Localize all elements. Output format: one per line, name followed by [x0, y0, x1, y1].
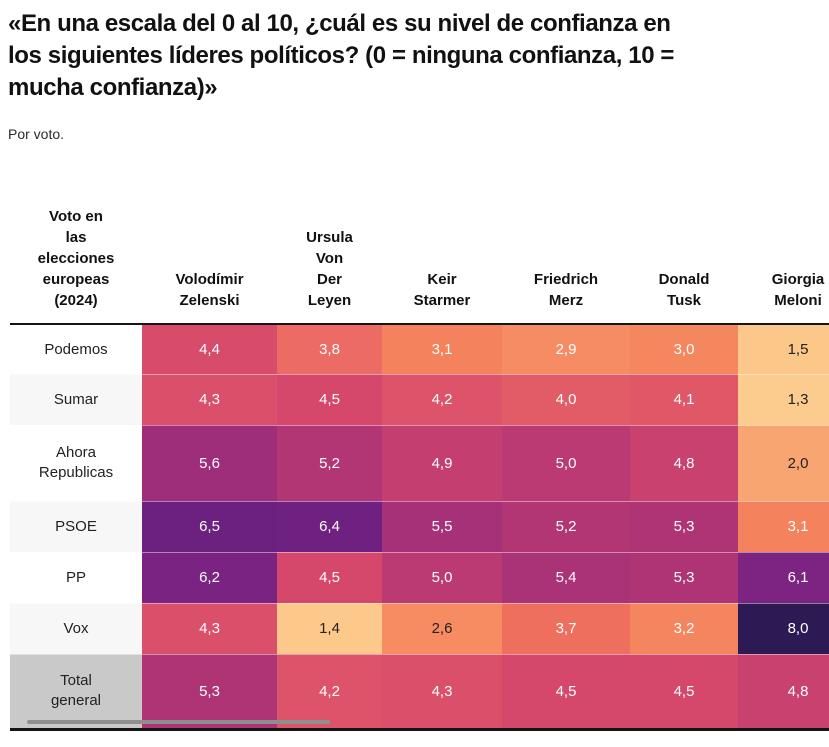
heatmap-cell: 5,4 [502, 552, 630, 603]
heatmap-cell: 4,4 [142, 325, 277, 374]
page-subtitle: Por voto. [8, 126, 65, 142]
heatmap-cell: 4,3 [382, 654, 502, 728]
heatmap-cell: 5,2 [502, 501, 630, 552]
heatmap-cell: 5,5 [382, 501, 502, 552]
row-label: Sumar [10, 374, 142, 425]
row-label: PP [10, 552, 142, 603]
heatmap-cell: 2,9 [502, 325, 630, 374]
heatmap-cell: 6,4 [277, 501, 382, 552]
heatmap-cell: 1,5 [738, 325, 829, 374]
row-label: PSOE [10, 501, 142, 552]
heatmap-cell: 4,3 [142, 603, 277, 654]
heatmap-cell: 4,8 [630, 425, 738, 501]
table-row-total-general: Total general 5,3 4,2 4,3 4,5 4,5 4,8 [10, 654, 829, 728]
column-header-starmer: Keir Starmer [413, 271, 471, 309]
table-header-row: Voto en las elecciones europeas (2024) V… [10, 189, 829, 323]
heatmap-cell: 8,0 [738, 603, 829, 654]
heatmap-cell: 3,7 [502, 603, 630, 654]
heatmap-cell: 5,2 [277, 425, 382, 501]
row-label: Total general [10, 654, 142, 728]
heatmap-cell: 4,5 [277, 374, 382, 425]
page-title: «En una escala del 0 al 10, ¿cuál es su … [8, 10, 675, 101]
heatmap-cell: 1,4 [277, 603, 382, 654]
survey-heatmap-page: «En una escala del 0 al 10, ¿cuál es su … [0, 8, 829, 747]
heatmap-cell: 4,2 [277, 654, 382, 728]
heatmap-cell: 4,9 [382, 425, 502, 501]
column-header-zelenski: Volodímir Zelenski [175, 271, 244, 309]
heatmap-cell: 4,5 [277, 552, 382, 603]
heatmap-cell: 1,3 [738, 374, 829, 425]
corner-header: Voto en las elecciones europeas (2024) [37, 208, 115, 309]
heatmap-cell: 5,3 [142, 654, 277, 728]
heatmap-cell: 5,0 [382, 552, 502, 603]
row-label: Vox [10, 603, 142, 654]
column-header-meloni: Giorgia Meloni [771, 271, 825, 309]
horizontal-scrollbar-thumb[interactable] [27, 720, 330, 724]
heatmap-cell: 6,5 [142, 501, 277, 552]
heatmap-cell: 5,3 [630, 501, 738, 552]
heatmap-cell: 4,0 [502, 374, 630, 425]
heatmap-cell: 4,8 [738, 654, 829, 728]
table-row-sumar: Sumar 4,3 4,5 4,2 4,0 4,1 1,3 [10, 374, 829, 425]
column-header-von-der-leyen: Ursula Von Der Leyen [306, 229, 353, 309]
row-label: Ahora Republicas [10, 425, 142, 501]
heatmap-cell: 6,1 [738, 552, 829, 603]
table-row-psoe: PSOE 6,5 6,4 5,5 5,2 5,3 3,1 [10, 501, 829, 552]
heatmap-cell: 3,1 [382, 325, 502, 374]
heatmap-cell: 2,6 [382, 603, 502, 654]
column-header-merz: Friedrich Merz [533, 271, 599, 309]
table-row-pp: PP 6,2 4,5 5,0 5,4 5,3 6,1 [10, 552, 829, 603]
heatmap-cell: 5,0 [502, 425, 630, 501]
table-top-border [10, 323, 829, 325]
heatmap-cell: 3,1 [738, 501, 829, 552]
heatmap-cell: 3,0 [630, 325, 738, 374]
table-row-podemos: Podemos 4,4 3,8 3,1 2,9 3,0 1,5 [10, 325, 829, 374]
heatmap-cell: 5,6 [142, 425, 277, 501]
column-header-tusk: Donald Tusk [658, 271, 710, 309]
heatmap-cell: 3,2 [630, 603, 738, 654]
heatmap-cell: 2,0 [738, 425, 829, 501]
heatmap-cell: 3,8 [277, 325, 382, 374]
table-row-vox: Vox 4,3 1,4 2,6 3,7 3,2 8,0 [10, 603, 829, 654]
heatmap-cell: 4,5 [502, 654, 630, 728]
heatmap-cell: 4,3 [142, 374, 277, 425]
heatmap-cell: 4,1 [630, 374, 738, 425]
heatmap-cell: 4,5 [630, 654, 738, 728]
heatmap-cell: 6,2 [142, 552, 277, 603]
table-row-ahora-republicas: Ahora Republicas 5,6 5,2 4,9 5,0 4,8 2,0 [10, 425, 829, 501]
table-bottom-border [10, 728, 829, 731]
heatmap-table: Voto en las elecciones europeas (2024) V… [10, 189, 829, 731]
heatmap-cell: 5,3 [630, 552, 738, 603]
row-label: Podemos [10, 325, 142, 374]
heatmap-cell: 4,2 [382, 374, 502, 425]
